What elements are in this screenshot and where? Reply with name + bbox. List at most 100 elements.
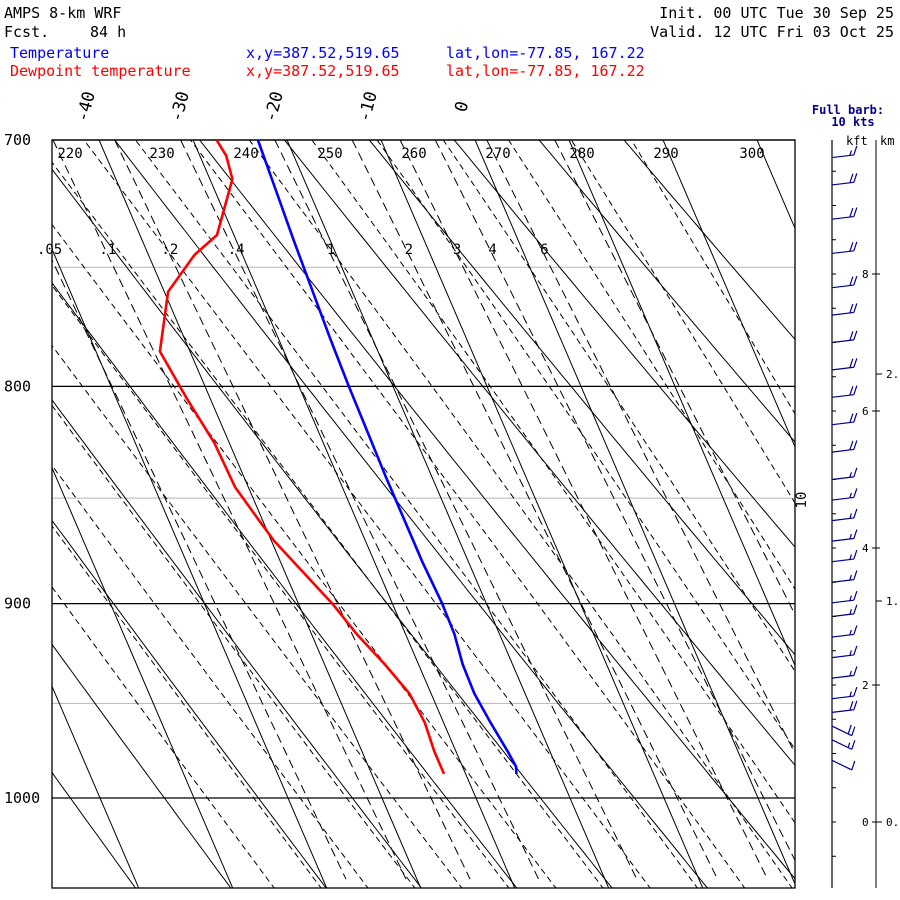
wind-barb bbox=[831, 529, 858, 542]
wind-barb bbox=[831, 570, 858, 583]
mixing-ratio-line bbox=[554, 140, 795, 616]
saturated-adiabat bbox=[570, 140, 795, 504]
wind-barb bbox=[831, 173, 858, 186]
dry-adiabat bbox=[52, 168, 613, 888]
wind-barb bbox=[831, 330, 858, 344]
wind-barb bbox=[831, 488, 858, 501]
isotherm-line bbox=[98, 140, 422, 888]
temperature-legend-label: Temperature bbox=[10, 44, 110, 62]
plot-frame bbox=[51, 139, 796, 889]
wind-barb bbox=[831, 241, 858, 255]
dry-adiabat bbox=[52, 771, 137, 888]
isotherm-label: -40 bbox=[73, 89, 100, 124]
dry-adiabat-label: 260 bbox=[401, 146, 426, 162]
isotherm-line bbox=[286, 140, 610, 888]
wind-barb bbox=[831, 549, 858, 563]
km-unit-label: km bbox=[880, 134, 894, 148]
barb-legend-speed: 10 kts bbox=[831, 115, 874, 129]
saturated-adiabat bbox=[507, 140, 795, 591]
dry-adiabat bbox=[623, 140, 795, 341]
dewpoint-latlon: lat,lon=-77.85, 167.22 bbox=[446, 62, 645, 80]
saturated-adiabat bbox=[52, 525, 322, 888]
wind-barb bbox=[831, 590, 858, 604]
wind-barb bbox=[831, 508, 858, 522]
pressure-tick-label: 900 bbox=[4, 595, 31, 613]
mixing-ratio-line bbox=[434, 140, 795, 862]
km-tick-label: 0. bbox=[886, 816, 899, 829]
dewpoint-xy: x,y=387.52,519.65 bbox=[246, 62, 400, 80]
wind-barb bbox=[831, 385, 858, 398]
kft-tick-label: 6 bbox=[862, 405, 869, 418]
isotherm-label: -50 bbox=[0, 89, 6, 124]
wind-barb bbox=[831, 145, 858, 159]
dry-adiabat-label: 240 bbox=[233, 146, 258, 162]
wind-barb bbox=[831, 645, 858, 659]
dry-adiabat bbox=[52, 643, 232, 888]
saturated-adiabat bbox=[311, 140, 795, 824]
dry-adiabat-label: 280 bbox=[569, 146, 594, 162]
saturated-adiabat bbox=[52, 586, 275, 888]
kft-tick-label: 2 bbox=[862, 679, 869, 692]
saturated-adiabat bbox=[630, 140, 795, 415]
init-time: Init. 00 UTC Tue 30 Sep 25 bbox=[659, 4, 894, 22]
wind-barb bbox=[831, 467, 858, 481]
wind-barb bbox=[831, 358, 858, 371]
dry-adiabat bbox=[368, 140, 795, 656]
mixing-ratio-label: 10 bbox=[794, 492, 810, 509]
saturated-adiabat bbox=[83, 140, 651, 888]
mixing-ratio-line bbox=[274, 140, 638, 880]
mixing-ratio-line bbox=[180, 140, 540, 880]
plot-area bbox=[52, 140, 795, 888]
mixing-ratio-line bbox=[351, 140, 719, 880]
wind-barb bbox=[831, 303, 858, 316]
wind-barb bbox=[831, 686, 858, 700]
mixing-ratio-line bbox=[486, 140, 795, 755]
wind-barb bbox=[831, 604, 858, 618]
mixing-ratio-label: 2 bbox=[405, 242, 413, 258]
valid-time: Valid. 12 UTC Fri 03 Oct 25 bbox=[650, 23, 894, 41]
isotherm-line bbox=[52, 466, 234, 888]
forecast-hours: 84 h bbox=[90, 23, 127, 41]
isotherm-line bbox=[756, 140, 795, 230]
pressure-tick-label: 700 bbox=[4, 131, 31, 149]
dry-adiabat-label: 270 bbox=[485, 146, 510, 162]
saturated-adiabat bbox=[52, 161, 604, 888]
isotherm-label: -10 bbox=[355, 89, 382, 124]
wind-barb bbox=[831, 666, 858, 679]
saturated-adiabat bbox=[376, 140, 795, 751]
wind-barb bbox=[831, 700, 858, 713]
wind-barb bbox=[831, 440, 858, 453]
saturated-adiabat bbox=[52, 284, 510, 888]
dry-adiabat bbox=[52, 282, 518, 888]
saturated-adiabat bbox=[52, 344, 463, 888]
dry-adiabat bbox=[283, 140, 795, 766]
dry-adiabat-label: 230 bbox=[149, 146, 174, 162]
kft-tick-label: 0 bbox=[862, 816, 869, 829]
km-tick-label: 1. bbox=[886, 595, 899, 608]
mixing-ratio-line bbox=[52, 140, 407, 880]
kft-tick-label: 4 bbox=[862, 542, 869, 555]
saturated-adiabat bbox=[52, 464, 369, 888]
temperature-latlon: lat,lon=-77.85, 167.22 bbox=[446, 44, 645, 62]
dry-adiabat bbox=[114, 140, 709, 888]
wind-barb bbox=[831, 207, 858, 220]
barb-legend-title: Full barb: bbox=[812, 103, 884, 117]
isotherm-line bbox=[52, 247, 328, 888]
pressure-tick-label: 800 bbox=[4, 377, 31, 395]
wind-barb bbox=[831, 759, 856, 771]
dry-adiabat-label: 300 bbox=[739, 146, 764, 162]
dry-adiabat bbox=[52, 519, 327, 888]
pressure-tick-label: 1000 bbox=[4, 789, 40, 807]
dewpoint-profile bbox=[158, 139, 446, 775]
kft-tick-label: 8 bbox=[862, 268, 869, 281]
mixing-ratio-line bbox=[399, 140, 769, 880]
mixing-ratio-label: 6 bbox=[540, 242, 548, 258]
isotherm-line bbox=[52, 685, 140, 888]
isotherm-label: 0 bbox=[451, 99, 473, 114]
mixing-ratio-label: 3 bbox=[453, 242, 461, 258]
mixing-ratio-label: 1 bbox=[327, 242, 335, 258]
forecast-label: Fcst. bbox=[4, 23, 50, 41]
isotherm-line bbox=[568, 140, 795, 667]
isotherm-line bbox=[662, 140, 795, 449]
wind-barb bbox=[831, 412, 858, 426]
